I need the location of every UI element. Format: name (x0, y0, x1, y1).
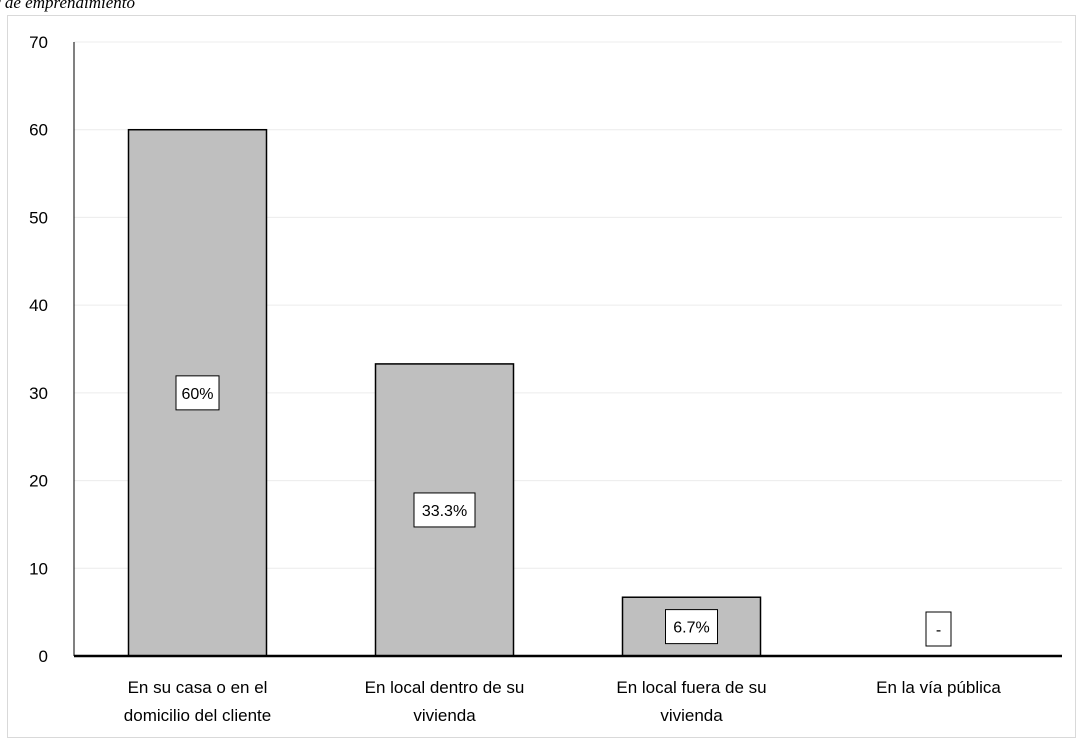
x-category-label: En su casa o en el (128, 678, 268, 697)
data-label-box (925, 611, 952, 647)
data-label: 33.3% (422, 503, 467, 520)
x-category-label: En la vía pública (876, 678, 1001, 697)
y-tick-label: 50 (29, 208, 48, 227)
data-label: 60% (181, 386, 213, 403)
y-tick-label: 30 (29, 384, 48, 403)
data-label-box (175, 375, 220, 411)
data-label-box (413, 492, 476, 528)
chart-caption: r de emprendimiento (0, 0, 136, 12)
y-tick-label: 20 (29, 472, 48, 491)
y-tick-label: 70 (29, 33, 48, 52)
data-label: - (936, 622, 941, 639)
data-label-box (665, 609, 718, 645)
x-category-label: domicilio del cliente (124, 706, 271, 725)
x-category-label: vivienda (413, 706, 476, 725)
y-tick-label: 60 (29, 121, 48, 140)
y-tick-label: 0 (39, 647, 48, 666)
x-category-label: En local dentro de su (365, 678, 525, 697)
y-tick-label: 10 (29, 559, 48, 578)
x-category-label: vivienda (660, 706, 723, 725)
x-category-label: En local fuera de su (616, 678, 766, 697)
chart-frame (7, 15, 1076, 738)
data-label: 6.7% (673, 620, 709, 637)
y-tick-label: 40 (29, 296, 48, 315)
